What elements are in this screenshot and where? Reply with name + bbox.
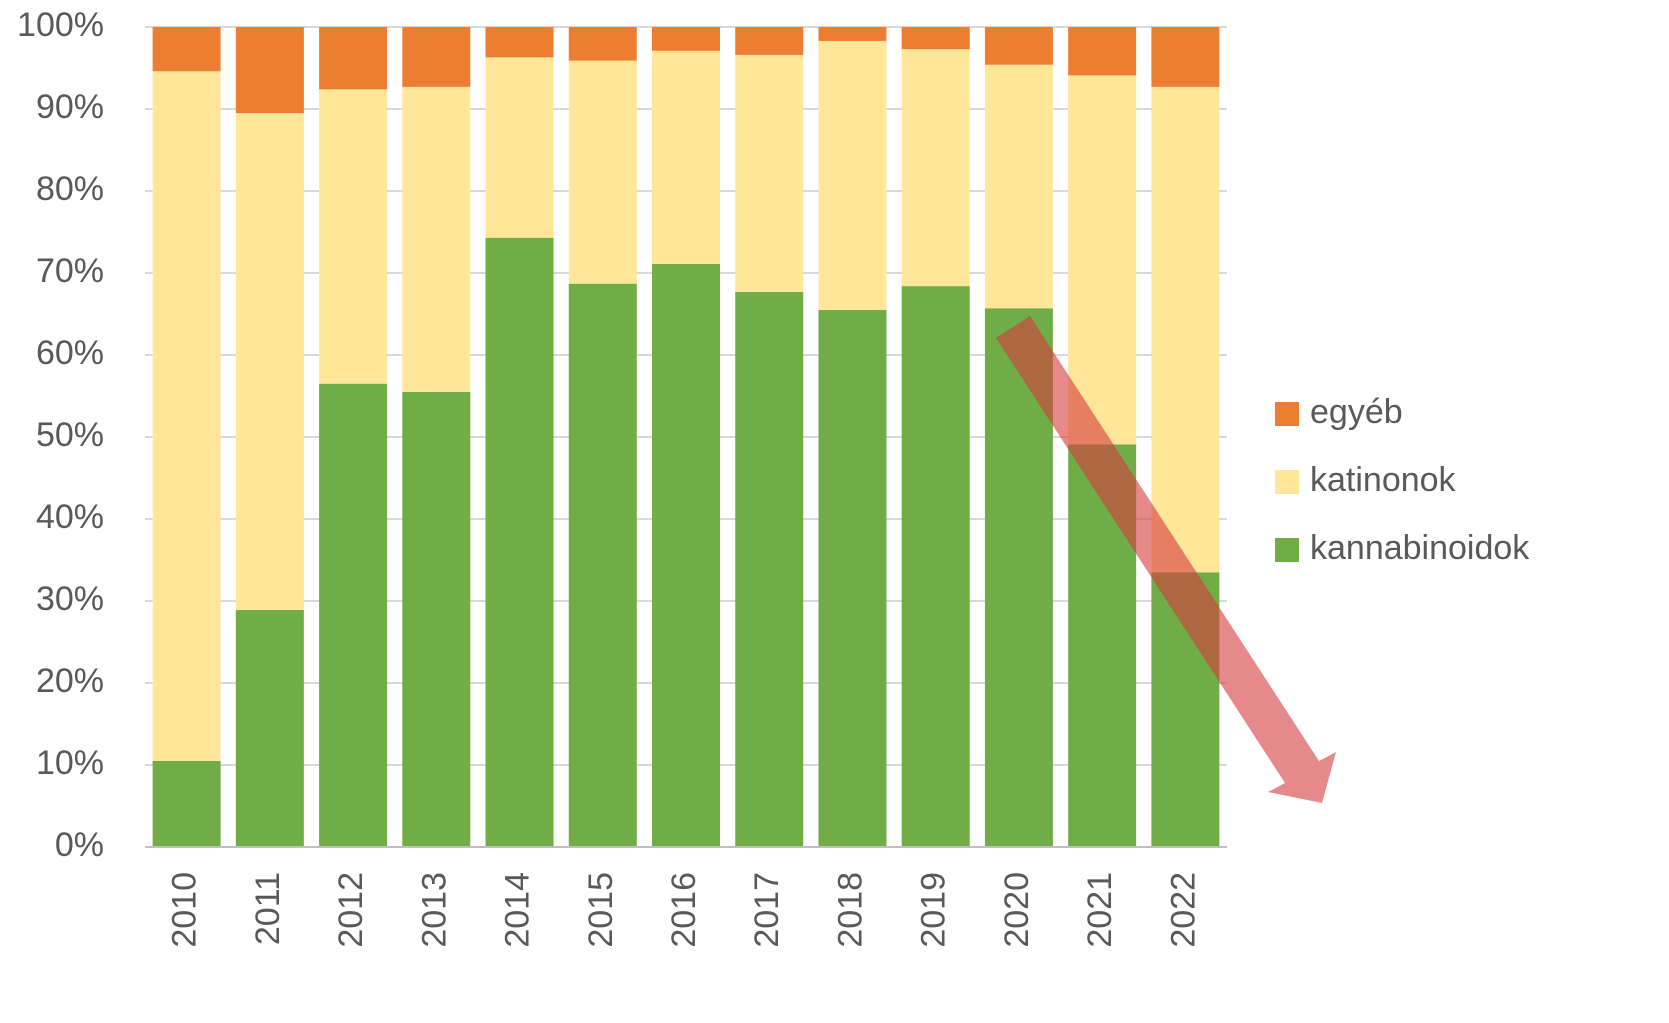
bar-segment [818, 309, 887, 847]
bar-segment [984, 27, 1053, 65]
bar-segment [901, 27, 970, 50]
x-tick-label: 2010 [166, 872, 204, 948]
x-tick-label: 2013 [415, 872, 453, 948]
legend-swatch [1275, 538, 1299, 562]
bar-segment [319, 27, 388, 90]
y-tick-label: 20% [36, 662, 104, 700]
bar-segment [235, 610, 304, 847]
plot-area: 0% 10% 20% 30% 40% 50% 60% 70% 80% 90% 100% 2010 201… [17, 6, 1530, 948]
y-tick-label: 10% [36, 744, 104, 782]
y-tick-label: 60% [36, 334, 104, 372]
bar-segment [1151, 27, 1220, 87]
bar-segment [152, 71, 221, 761]
bar-segment [485, 27, 554, 58]
bar-segment [818, 40, 887, 310]
x-tick-label: 2011 [249, 872, 287, 945]
trend-arrow [996, 316, 1336, 803]
bar-segment [735, 27, 804, 55]
y-tick-label: 0% [55, 826, 104, 864]
x-tick-label: 2020 [998, 872, 1036, 948]
bar-segment [984, 64, 1053, 309]
x-tick-label: 2012 [332, 872, 370, 948]
legend-label: kannabinoidok [1310, 529, 1530, 567]
y-tick-label: 50% [36, 416, 104, 454]
bar-segment [152, 27, 221, 72]
bar-segment [818, 27, 887, 41]
bar-segment [735, 54, 804, 292]
bar-segment [568, 60, 637, 284]
y-tick-label: 100% [17, 6, 104, 44]
bar-segment [402, 391, 471, 847]
bar-segment [652, 50, 720, 264]
bar-segment [568, 283, 637, 847]
bar-segment [485, 237, 554, 848]
bar-segment [901, 49, 970, 287]
bar-segment [485, 57, 554, 238]
legend-label: katinonok [1310, 461, 1457, 499]
legend-label: egyéb [1310, 393, 1403, 431]
x-tick-label: 2022 [1164, 872, 1202, 948]
y-tick-label: 40% [36, 498, 104, 536]
x-tick-label: 2018 [831, 872, 869, 948]
y-tick-label: 80% [36, 170, 104, 208]
x-tick-label: 2017 [748, 872, 786, 948]
bar-segment [1068, 75, 1137, 445]
bar-segment [901, 286, 970, 847]
bar-segment [235, 113, 304, 611]
bar-segment [319, 89, 388, 384]
bar-segment [1068, 27, 1137, 76]
legend-swatch [1275, 402, 1299, 426]
bar-segment [319, 383, 388, 847]
bar-segment [735, 291, 804, 847]
y-tick-label: 30% [36, 580, 104, 618]
x-tick-label: 2014 [499, 872, 537, 948]
x-tick-label: 2021 [1081, 872, 1119, 948]
y-tick-label: 90% [36, 88, 104, 126]
bar-segment [652, 27, 720, 51]
bar-segment [1151, 86, 1220, 573]
legend-swatch [1275, 470, 1299, 494]
bar-segment [652, 263, 720, 848]
bar-segment [402, 86, 471, 392]
x-tick-label: 2016 [665, 872, 703, 948]
x-tick-label: 2019 [915, 872, 953, 948]
bar-segment [235, 27, 304, 114]
y-tick-label: 70% [36, 252, 104, 290]
bar-segment [152, 760, 221, 847]
bar-segment [402, 27, 471, 87]
bar-segment [568, 27, 637, 61]
x-tick-label: 2015 [582, 872, 620, 948]
